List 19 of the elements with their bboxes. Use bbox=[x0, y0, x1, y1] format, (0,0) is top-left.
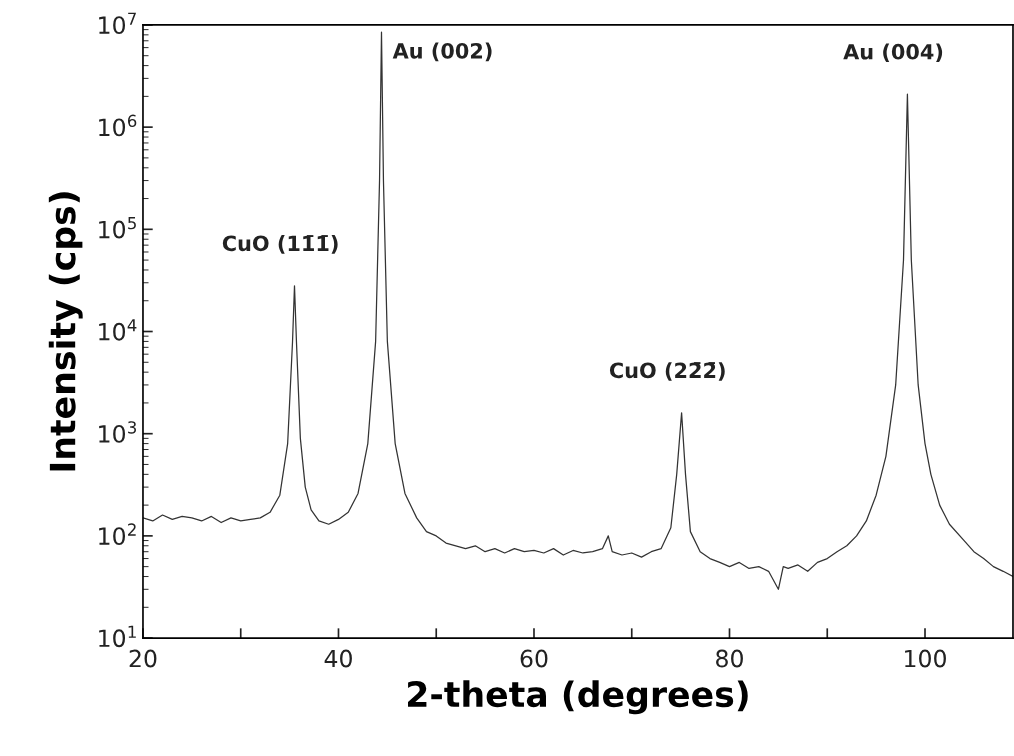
x-tick-label: 80 bbox=[716, 649, 743, 668]
y-tick-label: 10$^{6}$ bbox=[99, 114, 137, 137]
y-tick-label: 10$^{7}$ bbox=[99, 12, 136, 35]
x-tick-label: 100 bbox=[905, 649, 946, 668]
line-series bbox=[142, 31, 1013, 590]
annotation: Au (002) bbox=[392, 42, 492, 62]
x-tick-label: 40 bbox=[324, 649, 352, 668]
annotation: Au (004) bbox=[843, 43, 943, 63]
y-tick-label: 10$^{2}$ bbox=[99, 523, 136, 545]
y-tick-label: 10$^{4}$ bbox=[99, 319, 137, 341]
x-tick-label: 60 bbox=[520, 649, 548, 668]
annotation: CuO (11̄1̄) bbox=[222, 235, 338, 254]
y-tick-label: 10$^{5}$ bbox=[99, 217, 136, 239]
y-axis-title: Intensity (cps) bbox=[48, 192, 83, 471]
x-tick-label: 20 bbox=[129, 649, 157, 668]
x-axis-title: 2-theta (degrees) bbox=[408, 680, 748, 715]
y-tick-label: 10$^{1}$ bbox=[99, 625, 136, 648]
annotation: CuO (22̄2̄) bbox=[609, 362, 725, 381]
y-tick-label: 10$^{3}$ bbox=[99, 421, 137, 443]
